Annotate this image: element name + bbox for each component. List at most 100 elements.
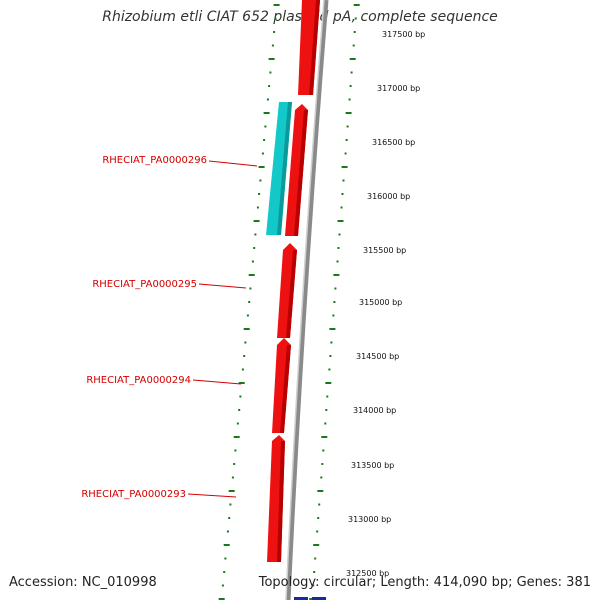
- inner-ring-tick: [239, 395, 242, 398]
- gene-forward-294-shade: [280, 345, 291, 433]
- tick-label-314500: 314500 bp: [356, 352, 399, 361]
- gene-label-294[interactable]: RHECIAT_PA0000294: [86, 375, 191, 386]
- outer-ring-tick: [317, 490, 324, 492]
- inner-ring-tick: [256, 206, 259, 209]
- outer-ring-tick: [314, 557, 317, 560]
- outer-ring-tick: [341, 166, 348, 168]
- outer-ring-tick: [337, 247, 340, 249]
- outer-ring-tick: [333, 301, 336, 303]
- outer-ring-tick: [337, 220, 344, 222]
- tick-label-316000: 316000 bp: [367, 192, 410, 201]
- inner-ring-tick: [259, 179, 262, 182]
- outer-ring-tick: [353, 31, 356, 33]
- inner-ring-tick: [273, 31, 276, 33]
- outer-ring-tick: [328, 368, 331, 371]
- gene-label-296[interactable]: RHECIAT_PA0000296: [102, 155, 207, 166]
- map-title: Rhizobium etli CIAT 652 plasmid pA, comp…: [102, 9, 498, 25]
- gene-forward-295-shade: [286, 250, 297, 338]
- outer-ring-tick: [338, 233, 341, 236]
- outer-ring-tick: [313, 571, 316, 573]
- inner-dotted-ring: [218, 4, 280, 600]
- inner-ring-tick: [268, 85, 271, 87]
- outer-ring-tick: [345, 139, 348, 141]
- inner-ring-tick: [273, 4, 280, 6]
- outer-ring-tick: [317, 517, 320, 519]
- outer-ring-tick: [329, 328, 336, 330]
- inner-ring-tick: [263, 139, 266, 141]
- inner-ring-tick: [241, 368, 244, 371]
- tick-label-317500: 317500 bp: [382, 30, 425, 39]
- tick-label-315000: 315000 bp: [359, 298, 402, 307]
- gene-leader-294: [192, 379, 242, 385]
- inner-ring-tick: [263, 112, 270, 114]
- inner-ring-tick: [249, 287, 252, 290]
- outer-ring-tick: [313, 544, 320, 546]
- outer-ring-tick: [348, 98, 351, 101]
- inner-ring-tick: [253, 220, 260, 222]
- inner-ring-tick: [248, 274, 255, 276]
- inner-ring-tick: [244, 341, 247, 344]
- outer-ring-tick: [324, 422, 327, 425]
- inner-ring-tick: [228, 517, 231, 519]
- gene-block-reverse[interactable]: [266, 102, 292, 235]
- outer-ring-tick: [325, 382, 332, 384]
- bottom-gene-marker-1: [294, 597, 308, 600]
- inner-ring-tick: [268, 58, 275, 60]
- inner-ring-tick: [246, 314, 249, 317]
- outer-ring-tick: [321, 436, 328, 438]
- inner-ring-tick: [269, 71, 272, 74]
- tick-label-316500: 316500 bp: [372, 138, 415, 147]
- outer-ring-tick: [342, 179, 345, 182]
- inner-ring-tick: [221, 584, 224, 587]
- inner-ring-tick: [253, 247, 256, 249]
- tick-label-315500: 315500 bp: [363, 246, 406, 255]
- outer-ring-tick: [334, 287, 337, 290]
- tick-label-313500: 313500 bp: [351, 461, 394, 470]
- outer-ring-tick: [330, 341, 333, 344]
- inner-ring-tick: [243, 355, 246, 357]
- gene-leader-293: [187, 493, 237, 498]
- outer-ring-tick: [349, 85, 352, 87]
- inner-ring-tick: [229, 503, 232, 506]
- inner-ring-tick: [243, 328, 250, 330]
- outer-dotted-ring: [309, 4, 360, 600]
- outer-ring-tick: [320, 476, 323, 479]
- outer-ring-tick: [349, 58, 356, 60]
- inner-ring-tick: [266, 98, 269, 101]
- outer-ring-tick: [333, 274, 340, 276]
- inner-ring-tick: [238, 382, 245, 384]
- inner-ring-tick: [261, 152, 264, 155]
- outer-ring-tick: [336, 260, 339, 263]
- inner-ring-tick: [251, 260, 254, 263]
- gene-forward-293-shade: [277, 441, 285, 562]
- gene-reverse-shade: [277, 102, 292, 235]
- outer-ring-tick: [326, 395, 329, 398]
- inner-ring-tick: [223, 571, 226, 573]
- inner-ring-tick: [236, 422, 239, 425]
- outer-ring-tick: [322, 449, 325, 452]
- inner-ring-tick: [264, 125, 267, 128]
- backbone-line: [285, 0, 329, 600]
- outer-ring-tick: [316, 530, 319, 533]
- gene-label-293[interactable]: RHECIAT_PA0000293: [81, 489, 186, 500]
- inner-ring-tick: [234, 449, 237, 452]
- inner-ring-tick: [258, 193, 261, 195]
- gene-leader-295: [198, 283, 247, 289]
- inner-ring-tick: [218, 598, 225, 600]
- outer-ring-tick: [329, 355, 332, 357]
- inner-ring-tick: [248, 301, 251, 303]
- gene-label-295[interactable]: RHECIAT_PA0000295: [92, 279, 197, 290]
- inner-ring-tick: [223, 544, 230, 546]
- outer-ring-tick: [344, 152, 347, 155]
- outer-ring-tick: [332, 314, 335, 317]
- outer-ring-tick: [321, 463, 324, 465]
- outer-ring-tick: [325, 409, 328, 411]
- inner-ring-tick: [233, 436, 240, 438]
- inner-ring-tick: [233, 463, 236, 465]
- gene-label-group: RHECIAT_PA0000296 RHECIAT_PA0000295 RHEC…: [81, 155, 258, 500]
- inner-ring-tick: [228, 490, 235, 492]
- gene-forward-296-shade: [294, 110, 308, 236]
- accession-text: Accession: NC_010998: [9, 575, 157, 590]
- inner-ring-tick: [231, 476, 234, 479]
